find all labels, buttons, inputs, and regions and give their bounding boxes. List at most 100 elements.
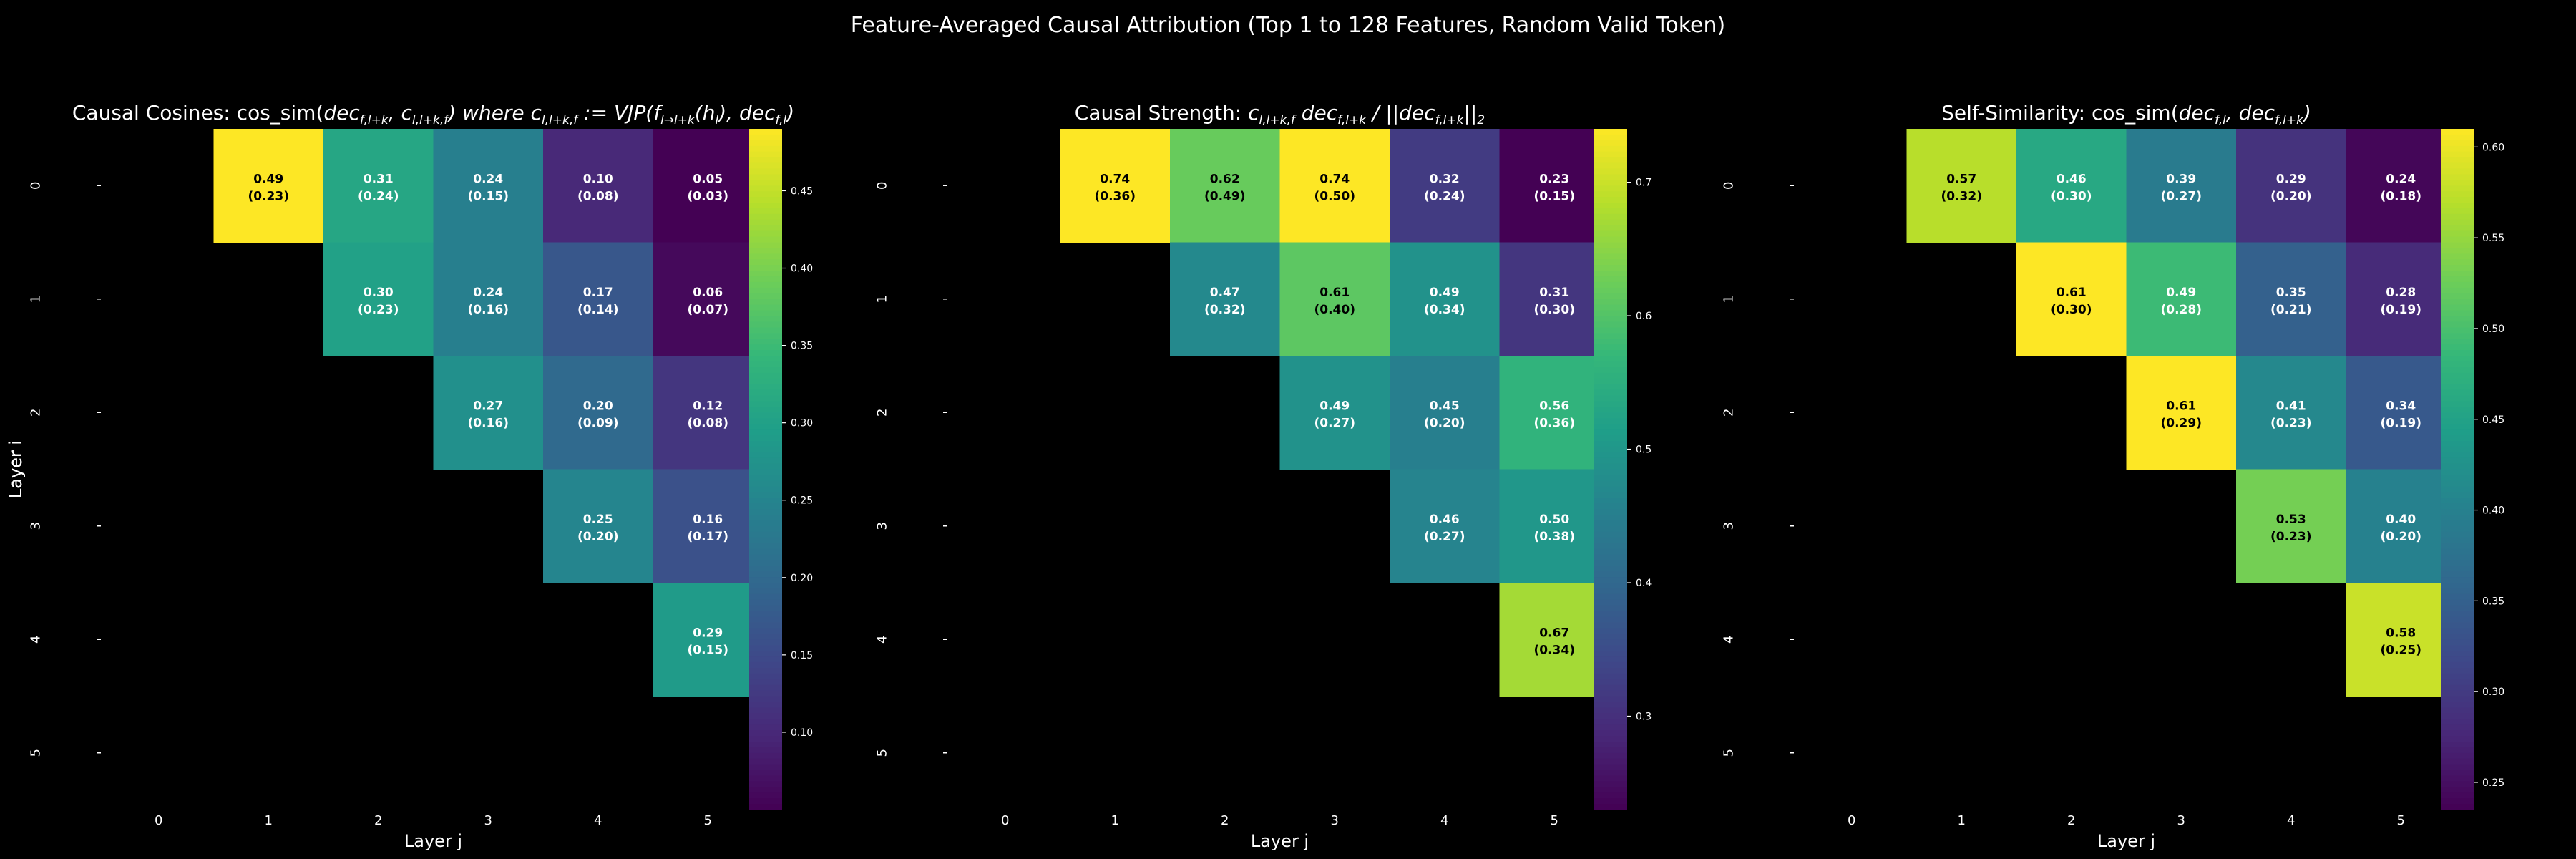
- panel-1-colorbar-seg: [749, 469, 782, 476]
- panel-2-colorbar-seg: [1594, 219, 1627, 226]
- panel-1-colorbar-seg: [749, 321, 782, 328]
- panel-2-colorbar-seg: [1594, 645, 1627, 651]
- panel-3-cell-2-3: [2126, 356, 2237, 470]
- panel-3-cell-0-5-mean: 0.24: [2386, 172, 2416, 186]
- panel-1-colorbar-seg: [749, 299, 782, 306]
- panel-3-ytick-2: 2: [1722, 409, 1737, 417]
- panel-3-xtick-3: 3: [2177, 813, 2185, 828]
- panel-3-title-math-4: ): [2302, 101, 2311, 125]
- panel-3-cell-1-3: [2126, 242, 2237, 356]
- panel-3-cell-0-1-mean: 0.57: [1946, 172, 1976, 186]
- panel-1-ytick-0: 0: [29, 182, 44, 190]
- panel-3-colorbar-seg: [2441, 276, 2474, 283]
- panel-2-colorbar-seg: [1594, 333, 1627, 339]
- panel-3-cell-3-4: [2236, 469, 2346, 583]
- panel-3-colorbar-seg: [2441, 271, 2474, 277]
- panel-2-colorbar-seg: [1594, 787, 1627, 793]
- panel-1-colorbar-seg: [749, 197, 782, 203]
- panel-2-colorbar-seg: [1594, 151, 1627, 158]
- panel-2-colorbar-seg: [1594, 690, 1627, 697]
- panel-2-colorbar-seg: [1594, 770, 1627, 777]
- panel-3-colorbar-seg: [2441, 168, 2474, 175]
- panel-2-colorbar-seg: [1594, 271, 1627, 277]
- panel-3-colorbar-seg: [2441, 724, 2474, 731]
- panel-2-colorbar-seg: [1594, 174, 1627, 180]
- panel-1-xtick-5: 5: [704, 813, 712, 828]
- panel-3-xlabel: Layer j: [2097, 831, 2155, 851]
- panel-1-colorbar-seg: [749, 180, 782, 186]
- panel-3-colorbar-seg: [2441, 787, 2474, 793]
- panel-3-colorbar-seg: [2441, 174, 2474, 180]
- panel-3-cell-0-1: [1906, 129, 2017, 243]
- panel-1-colorbar-seg: [749, 531, 782, 538]
- panel-1-cell-3-5: [653, 469, 763, 583]
- panel-3-title-text: Self-Similarity: cos_sim(: [1941, 101, 2179, 125]
- panel-2-colorbar-seg: [1594, 265, 1627, 271]
- panel-2-colorbar-seg: [1594, 605, 1627, 612]
- panel-1-colorbar-seg: [749, 475, 782, 481]
- panel-2-colorbar-seg: [1594, 310, 1627, 317]
- panel-1-colorbar-seg: [749, 276, 782, 283]
- panel-1-colorbar-seg: [749, 486, 782, 492]
- panel-2-colorbar-seg: [1594, 316, 1627, 323]
- panel-3-cell-1-4-std: (0.21): [2270, 303, 2311, 317]
- panel-3-colorbar-seg: [2441, 616, 2474, 623]
- panel-1-colorbar-seg: [749, 457, 782, 465]
- panel-3-colorbar-seg: [2441, 679, 2474, 686]
- panel-2-colorbar-seg: [1594, 463, 1627, 470]
- panel-2-cell-1-3: [1279, 242, 1390, 356]
- panel-3-colorbar-seg: [2441, 525, 2474, 533]
- panel-3-colorbar-seg: [2441, 651, 2474, 657]
- panel-2-colorbar-seg: [1594, 781, 1627, 787]
- panel-2-cell-3-5: [1499, 469, 1610, 583]
- panel-1-colorbar-tick-4: 0.30: [791, 418, 813, 430]
- panel-1-colorbar-seg: [749, 327, 782, 334]
- panel-2-colorbar-seg: [1594, 321, 1627, 328]
- panel-3-colorbar-seg: [2441, 430, 2474, 436]
- panel-1-cell-1-5: [653, 242, 763, 356]
- panel-3-colorbar-seg: [2441, 321, 2474, 328]
- panel-3-colorbar-tick-6: 0.55: [2482, 233, 2504, 244]
- panel-1-xtick-2: 2: [374, 813, 382, 828]
- panel-3-cell-0-4-std: (0.20): [2270, 189, 2311, 203]
- panel-1-cell-4-5-mean: 0.29: [693, 626, 723, 640]
- panel-3-colorbar-tick-2: 0.35: [2482, 596, 2504, 607]
- panel-1-title-math-8: (h: [695, 101, 716, 125]
- panel-2-colorbar-seg: [1594, 435, 1627, 442]
- panel-2-colorbar-seg: [1594, 758, 1627, 765]
- panel-3-colorbar-seg: [2441, 333, 2474, 339]
- panel-1-colorbar-seg: [749, 293, 782, 300]
- panel-2-colorbar-tick-4: 0.7: [1636, 178, 1652, 189]
- panel-2-colorbar-seg: [1594, 350, 1627, 356]
- panel-1-colorbar-seg: [749, 185, 782, 192]
- panel-1-colorbar-seg: [749, 656, 782, 663]
- figure-suptitle: Feature-Averaged Causal Attribution (Top…: [851, 13, 1725, 38]
- panel-3-colorbar-seg: [2441, 480, 2474, 487]
- panel-1-colorbar-seg: [749, 248, 782, 254]
- panel-2-colorbar-seg: [1594, 259, 1627, 266]
- panel-1-colorbar-seg: [749, 271, 782, 277]
- panel-3-colorbar-seg: [2441, 667, 2474, 674]
- panel-1-colorbar-seg: [749, 339, 782, 345]
- panel-1-cell-2-5-std: (0.08): [688, 416, 728, 430]
- panel-1-colorbar-seg: [749, 752, 782, 759]
- panel-1-cell-1-5-std: (0.07): [688, 303, 728, 317]
- panel-2-colorbar-seg: [1594, 724, 1627, 731]
- panel-2-colorbar-seg: [1594, 367, 1627, 374]
- panel-2-colorbar-seg: [1594, 140, 1627, 147]
- panel-1-colorbar-seg: [749, 684, 782, 691]
- panel-3-colorbar-tick-3: 0.40: [2482, 505, 2504, 517]
- panel-2-cell-1-5-mean: 0.31: [1539, 286, 1569, 300]
- panel-2-xtick-2: 2: [1221, 813, 1229, 828]
- panel-2-colorbar-seg: [1594, 548, 1627, 555]
- panel-1-colorbar-seg: [749, 372, 782, 379]
- panel-2-colorbar-seg: [1594, 531, 1627, 538]
- panel-1-colorbar-seg: [749, 361, 782, 368]
- panel-2-colorbar-seg: [1594, 424, 1627, 430]
- panel-3-colorbar-seg: [2441, 599, 2474, 606]
- panel-3-colorbar-seg: [2441, 498, 2474, 504]
- panel-1-colorbar-seg: [749, 548, 782, 555]
- panel-1-colorbar-seg: [749, 713, 782, 719]
- panel-3-cell-2-5: [2346, 356, 2457, 470]
- panel-1-colorbar-seg: [749, 508, 782, 515]
